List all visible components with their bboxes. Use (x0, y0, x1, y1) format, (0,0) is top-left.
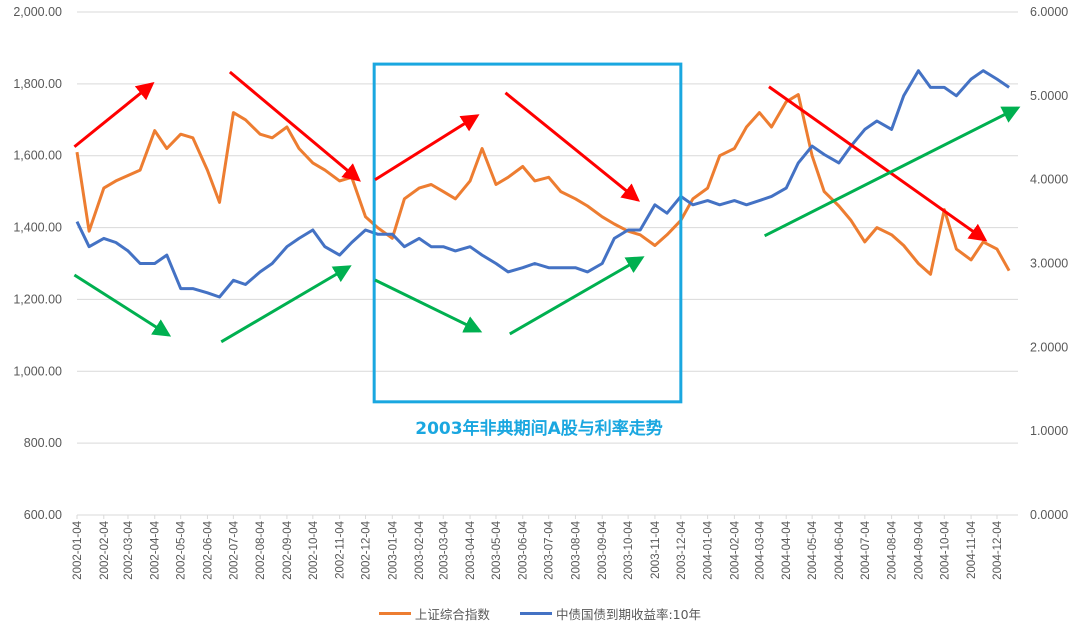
x-tick-label: 2003-07-04 (544, 520, 556, 579)
x-tick-label: 2004-09-04 (913, 520, 925, 579)
y-right-tick-label: 2.0000 (1030, 340, 1068, 354)
legend-label: 中债国债到期收益率:10年 (555, 607, 702, 622)
y-left-tick-label: 2,000.00 (13, 5, 62, 19)
x-tick-label: 2004-07-04 (860, 520, 872, 579)
trend-arrow (509, 256, 645, 336)
series-lines (75, 69, 1011, 299)
y-left-tick-label: 1,600.00 (13, 149, 62, 163)
x-tick-label: 2002-08-04 (255, 520, 267, 579)
legend-swatch (378, 612, 411, 615)
y-left-tick-label: 800.00 (24, 436, 62, 450)
x-tick-label: 2003-02-04 (414, 520, 426, 579)
x-tick-label: 2003-01-04 (387, 520, 399, 579)
x-tick-label: 2003-03-04 (438, 520, 450, 579)
x-tick-label: 2004-04-04 (781, 520, 793, 579)
x-tick-label: 2004-08-04 (887, 520, 899, 579)
x-tick-label: 2004-10-04 (939, 520, 951, 579)
x-tick-label: 2004-03-04 (754, 520, 766, 579)
series-line-index (75, 93, 1011, 276)
x-tick-label: 2004-01-04 (703, 520, 715, 579)
x-tick-label: 2003-10-04 (623, 520, 635, 579)
trend-arrow (763, 106, 1021, 238)
annotations (73, 62, 1021, 404)
x-tick-label: 2004-06-04 (834, 520, 846, 579)
legend-swatch (519, 612, 552, 615)
trend-arrow (220, 265, 352, 344)
x-tick-label: 2003-04-04 (465, 520, 477, 579)
x-tick-label: 2003-09-04 (597, 520, 609, 579)
x-tick-label: 2002-01-04 (72, 520, 84, 579)
x-tick-label: 2002-05-04 (176, 520, 188, 579)
y-right-tick-label: 3.0000 (1030, 257, 1068, 271)
x-tick-label: 2002-03-04 (123, 520, 135, 579)
x-tick-label: 2002-02-04 (99, 520, 111, 579)
x-tick-label: 2002-12-04 (361, 520, 373, 579)
y-left-tick-label: 600.00 (24, 508, 62, 522)
y-right-tick-label: 1.0000 (1030, 424, 1068, 438)
x-tick-label: 2004-02-04 (729, 520, 741, 579)
trend-arrow (374, 278, 483, 333)
trend-arrow (768, 85, 988, 242)
legend-item-yield: 中债国债到期收益率:10年 (519, 604, 702, 623)
y-right-tick-label: 4.0000 (1030, 173, 1068, 187)
x-tick-label: 2002-11-04 (335, 520, 347, 579)
y-right-tick-label: 6.0000 (1030, 5, 1068, 19)
x-tick-label: 2004-05-04 (807, 520, 819, 579)
x-axis: 2002-01-04 2002-02-04 2002-03-04 2002-04-04… (72, 515, 1004, 580)
y-right-tick-label: 5.0000 (1030, 89, 1068, 103)
y-left-tick-label: 1,200.00 (13, 292, 62, 306)
x-tick-label: 2002-04-04 (150, 520, 162, 579)
trend-arrow (73, 81, 155, 148)
y-left-tick-label: 1,000.00 (13, 364, 62, 378)
x-tick-label: 2002-07-04 (228, 520, 240, 579)
x-tick-label: 2002-06-04 (202, 520, 214, 579)
y-axis-right: 0.0000 1.0000 2.0000 3.0000 4.0000 5.0000 6.00… (1030, 5, 1068, 522)
x-tick-label: 2002-09-04 (282, 520, 294, 579)
trend-arrow (228, 70, 361, 182)
trend-arrow (374, 114, 480, 182)
x-tick-label: 2004-12-04 (992, 520, 1004, 579)
highlight-box (372, 62, 683, 404)
y-axis-left: 600.00 800.00 1,000.00 1,200.00 1,400.00 1,60… (13, 5, 62, 522)
legend: 上证综合指数 中债国债到期收益率:10年 (0, 604, 1080, 623)
x-tick-label: 2003-06-04 (518, 520, 530, 579)
legend-item-index: 上证综合指数 (378, 604, 490, 623)
legend-label: 上证综合指数 (414, 607, 490, 622)
x-tick-label: 2003-08-04 (570, 520, 582, 579)
y-left-tick-label: 1,400.00 (13, 221, 62, 235)
x-tick-label: 2003-11-04 (650, 520, 662, 579)
y-left-tick-label: 1,800.00 (13, 77, 62, 91)
x-tick-label: 2002-10-04 (308, 520, 320, 579)
series-line-yield (75, 69, 1010, 299)
x-tick-label: 2003-05-04 (491, 520, 503, 579)
gridlines (77, 11, 1018, 516)
trend-arrow (73, 273, 172, 337)
x-tick-label: 2003-12-04 (676, 520, 688, 579)
y-right-tick-label: 0.0000 (1030, 508, 1068, 522)
x-tick-label: 2004-11-04 (966, 520, 978, 579)
box-annotation-label: 2003年非典期间A股与利率走势 (415, 419, 663, 439)
trend-arrow (504, 91, 640, 202)
